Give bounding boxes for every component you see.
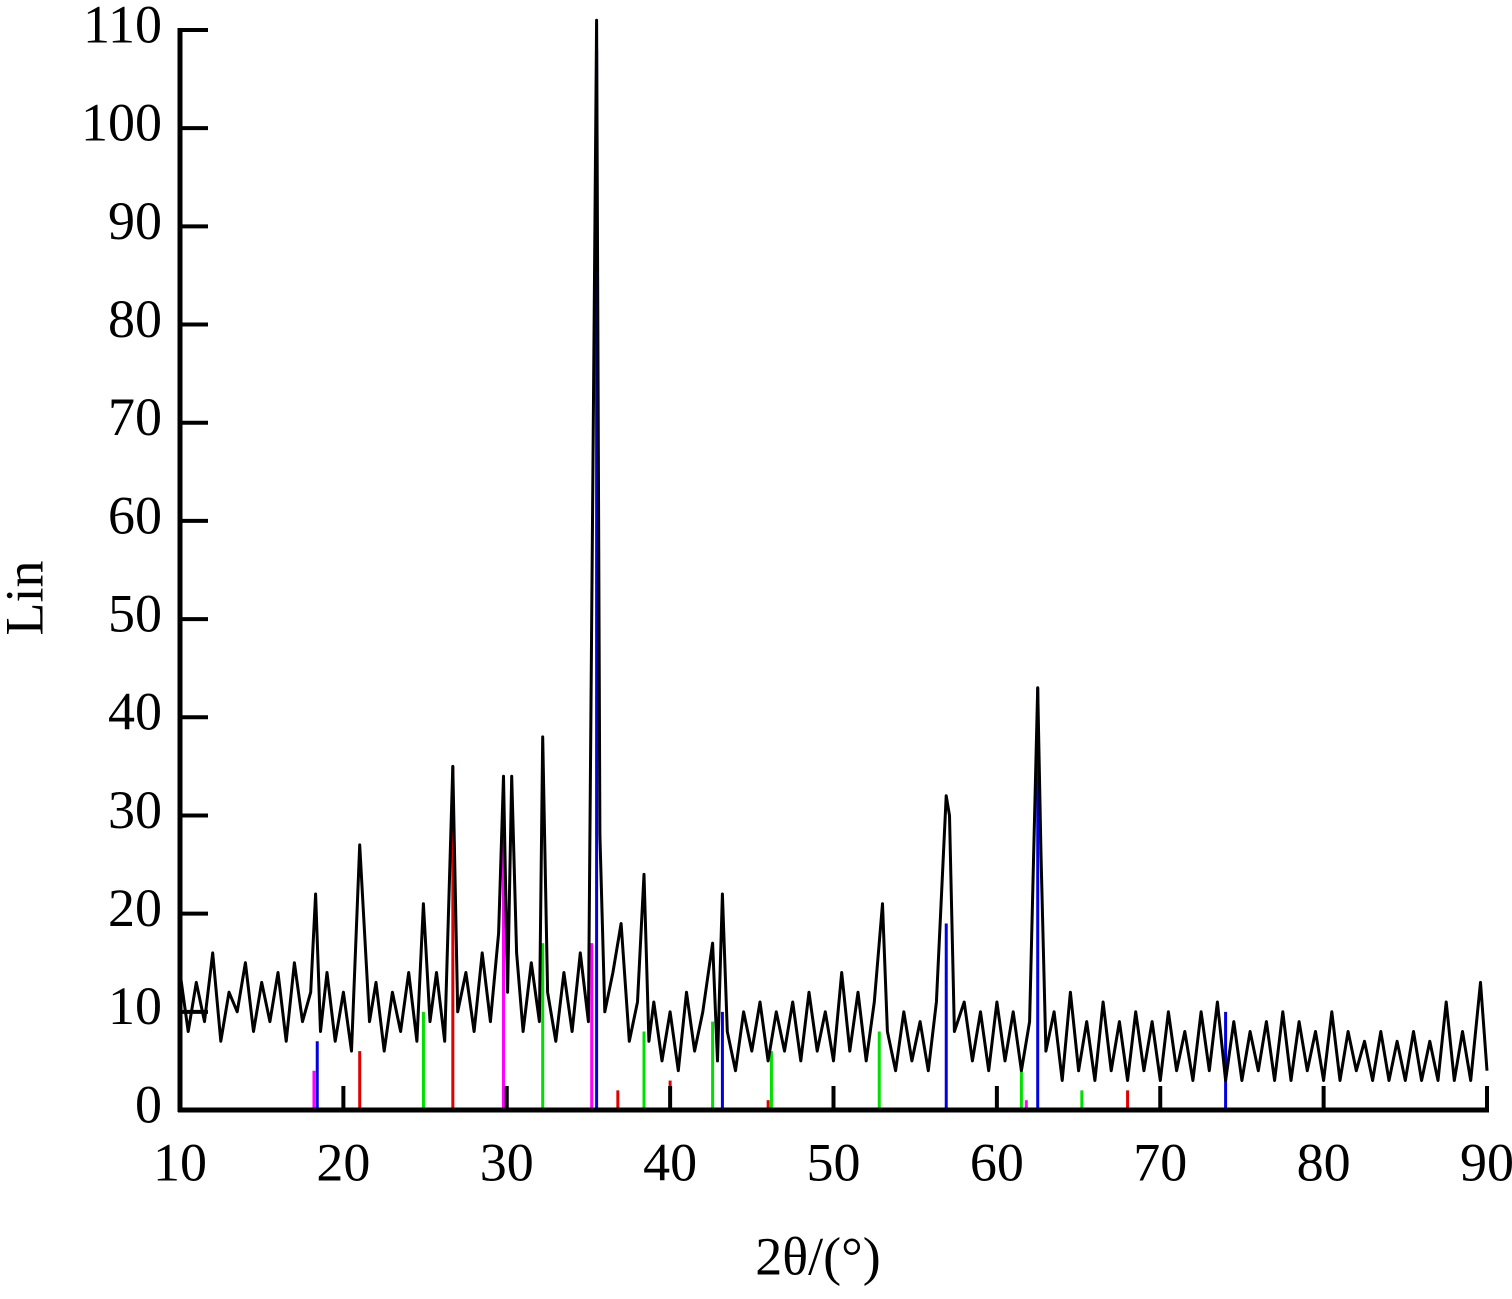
y-tick-label: 0 bbox=[135, 1074, 162, 1134]
y-tick-label: 30 bbox=[108, 780, 162, 840]
x-tick-label: 10 bbox=[153, 1132, 207, 1192]
y-tick-label: 90 bbox=[108, 191, 162, 251]
y-tick-label: 60 bbox=[108, 485, 162, 545]
diffraction-line bbox=[178, 18, 1489, 1082]
x-tick-label: 90 bbox=[1460, 1132, 1512, 1192]
x-tick-label: 80 bbox=[1297, 1132, 1351, 1192]
x-tick-label: 70 bbox=[1133, 1132, 1187, 1192]
y-tick-label: 70 bbox=[108, 387, 162, 447]
y-tick-label: 10 bbox=[108, 976, 162, 1036]
x-tick-label: 20 bbox=[316, 1132, 370, 1192]
y-tick-label: 40 bbox=[108, 682, 162, 742]
x-tick-label: 40 bbox=[643, 1132, 697, 1192]
y-tick-label: 50 bbox=[108, 583, 162, 643]
y-axis-label: Lin bbox=[0, 561, 54, 636]
y-tick-label: 100 bbox=[81, 93, 162, 153]
x-tick-label: 60 bbox=[970, 1132, 1024, 1192]
x-tick-label: 30 bbox=[480, 1132, 534, 1192]
x-tick-label: 50 bbox=[807, 1132, 861, 1192]
y-tick-label: 110 bbox=[83, 0, 162, 54]
y-tick-label: 80 bbox=[108, 289, 162, 349]
y-tick-label: 20 bbox=[108, 878, 162, 938]
x-axis-label: 2θ/(°) bbox=[755, 1226, 880, 1286]
